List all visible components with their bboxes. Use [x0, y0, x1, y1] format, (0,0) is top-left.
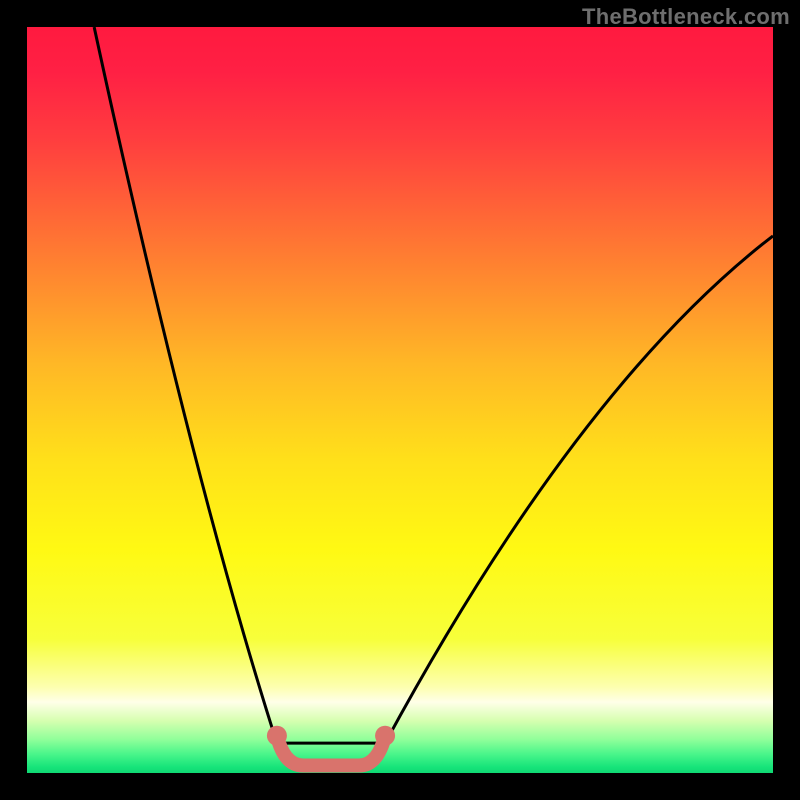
trough-marker-dot-left: [267, 726, 287, 746]
watermark-text: TheBottleneck.com: [582, 4, 790, 30]
bottleneck-chart: [0, 0, 800, 800]
plot-background: [27, 27, 773, 773]
chart-canvas: TheBottleneck.com: [0, 0, 800, 800]
trough-marker-dot-right: [375, 726, 395, 746]
